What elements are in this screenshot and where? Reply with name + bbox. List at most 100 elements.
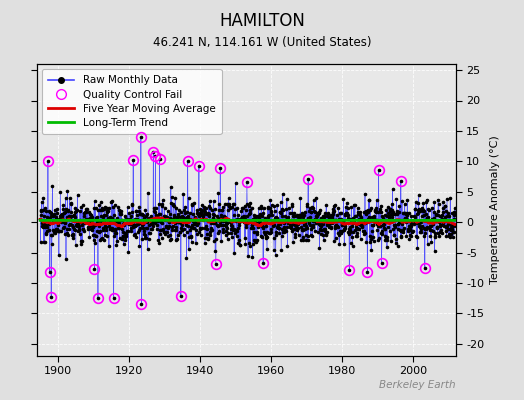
Point	[124, 227, 133, 234]
Point	[399, 227, 407, 234]
Point	[219, 229, 227, 236]
Point	[421, 230, 430, 236]
Point	[385, 206, 394, 213]
Point	[297, 236, 305, 243]
Point	[321, 232, 330, 238]
Point	[115, 207, 124, 214]
Point	[417, 219, 425, 225]
Point	[420, 233, 428, 240]
Point	[178, 212, 186, 219]
Point	[187, 239, 195, 245]
Point	[301, 221, 309, 227]
Point	[141, 225, 150, 231]
Point	[267, 226, 276, 232]
Point	[163, 224, 172, 230]
Point	[82, 208, 91, 215]
Point	[70, 226, 78, 232]
Point	[375, 223, 384, 230]
Point	[89, 232, 97, 239]
Point	[52, 210, 61, 217]
Point	[38, 220, 46, 226]
Point	[123, 204, 132, 210]
Point	[133, 219, 141, 226]
Point	[156, 230, 165, 237]
Point	[204, 203, 213, 210]
Point	[255, 219, 264, 225]
Point	[441, 203, 449, 210]
Point	[70, 214, 79, 220]
Point	[241, 241, 249, 248]
Point	[162, 229, 170, 236]
Point	[180, 207, 188, 213]
Point	[228, 234, 236, 240]
Point	[329, 205, 337, 212]
Point	[290, 210, 298, 216]
Point	[182, 220, 190, 226]
Point	[353, 205, 362, 212]
Point	[88, 217, 96, 223]
Point	[95, 228, 103, 235]
Point	[277, 210, 285, 217]
Point	[38, 223, 47, 229]
Point	[217, 238, 225, 244]
Point	[297, 224, 305, 230]
Point	[60, 210, 69, 216]
Point	[238, 204, 246, 211]
Point	[50, 229, 59, 235]
Point	[147, 219, 156, 226]
Point	[295, 215, 303, 222]
Point	[66, 221, 74, 227]
Point	[68, 232, 76, 238]
Point	[232, 180, 240, 186]
Point	[421, 210, 430, 217]
Point	[257, 234, 266, 240]
Point	[196, 232, 205, 238]
Point	[419, 199, 428, 206]
Point	[236, 218, 245, 224]
Point	[98, 206, 106, 213]
Point	[116, 211, 124, 217]
Point	[92, 232, 101, 239]
Point	[115, 210, 124, 216]
Point	[72, 208, 81, 214]
Point	[421, 226, 429, 232]
Point	[191, 221, 200, 227]
Point	[269, 219, 277, 225]
Point	[82, 216, 90, 222]
Point	[106, 225, 114, 231]
Point	[129, 157, 137, 164]
Point	[330, 238, 339, 244]
Point	[114, 218, 123, 225]
Point	[212, 236, 220, 242]
Point	[355, 226, 364, 232]
Point	[283, 214, 291, 221]
Point	[387, 210, 396, 217]
Point	[215, 201, 224, 207]
Point	[183, 209, 192, 216]
Point	[247, 221, 256, 228]
Point	[125, 220, 134, 226]
Point	[417, 223, 425, 230]
Point	[385, 214, 393, 220]
Point	[162, 214, 171, 220]
Point	[381, 234, 390, 241]
Point	[344, 231, 353, 237]
Point	[108, 215, 116, 221]
Point	[274, 222, 282, 228]
Point	[78, 238, 86, 244]
Point	[164, 233, 172, 239]
Point	[166, 237, 174, 243]
Point	[411, 206, 420, 212]
Point	[117, 211, 126, 217]
Point	[303, 225, 311, 231]
Point	[438, 215, 446, 222]
Point	[223, 225, 231, 231]
Point	[246, 242, 254, 249]
Point	[59, 202, 67, 209]
Point	[157, 227, 165, 233]
Point	[335, 240, 343, 247]
Point	[189, 218, 198, 224]
Point	[69, 224, 77, 230]
Point	[214, 190, 223, 196]
Point	[113, 215, 121, 221]
